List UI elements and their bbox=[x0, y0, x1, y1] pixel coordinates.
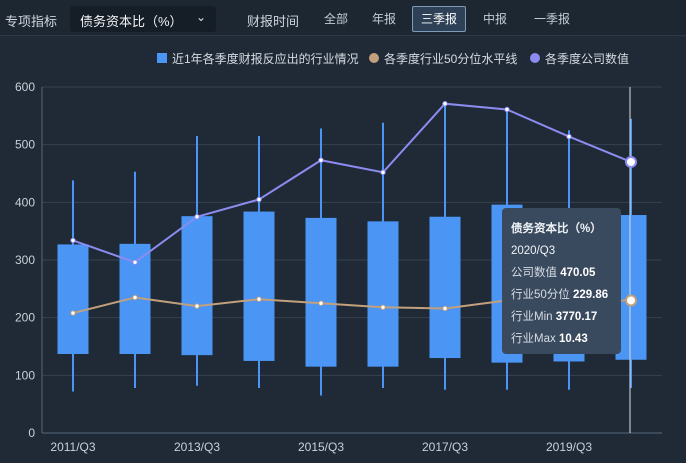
indicator-label: 专项指标 bbox=[5, 14, 58, 29]
tab-all-label: 全部 bbox=[323, 12, 348, 26]
indicator-select-value: 债务资本比（%） bbox=[80, 14, 183, 29]
box bbox=[57, 244, 89, 354]
box bbox=[305, 217, 337, 367]
x-tick-label: 2017/Q3 bbox=[422, 440, 468, 454]
company-line bbox=[72, 102, 632, 264]
box bbox=[429, 216, 461, 359]
tab-q1-label: 一季报 bbox=[533, 12, 570, 26]
tab-q3-label: 三季报 bbox=[420, 12, 457, 26]
company-point bbox=[256, 196, 262, 203]
legend-swatch bbox=[530, 53, 540, 63]
legend-swatch bbox=[369, 53, 379, 63]
tab-all[interactable]: 全部 bbox=[313, 6, 359, 32]
x-tick-label: 2015/Q3 bbox=[298, 440, 344, 454]
y-tick-label: 0 bbox=[28, 426, 35, 440]
company-point bbox=[442, 101, 448, 107]
x-tick-label: 2013/Q3 bbox=[174, 440, 220, 454]
box bbox=[181, 216, 213, 356]
legend-label: 近1年各季度财报反应出的行业情况 bbox=[172, 51, 359, 66]
median-point bbox=[380, 304, 386, 310]
box bbox=[243, 211, 275, 361]
y-tick-label: 500 bbox=[15, 138, 35, 152]
median-point bbox=[625, 294, 637, 307]
company-point bbox=[380, 169, 386, 176]
y-tick-label: 300 bbox=[15, 253, 35, 267]
median-point bbox=[70, 310, 76, 316]
tooltip-row-median: 行业50分位 229.86 bbox=[511, 289, 609, 301]
chevron-down-icon: ⌄ bbox=[195, 10, 206, 24]
company-point bbox=[132, 259, 138, 266]
company-point bbox=[625, 155, 637, 168]
tooltip-row-company: 公司数值 470.05 bbox=[511, 267, 596, 279]
company-point bbox=[194, 214, 200, 220]
company-point bbox=[70, 237, 76, 244]
tooltip-row-min: 行业Min 3770.17 bbox=[511, 311, 598, 323]
company-point bbox=[318, 157, 324, 163]
company-point bbox=[566, 133, 572, 140]
indicator-select[interactable]: 债务资本比（%） ⌄ bbox=[70, 6, 216, 32]
company-point bbox=[504, 106, 510, 113]
x-tick-label: 2019/Q3 bbox=[546, 440, 592, 454]
y-tick-label: 600 bbox=[15, 80, 35, 94]
legend-label: 各季度公司数值 bbox=[545, 51, 629, 66]
tab-q1[interactable]: 一季报 bbox=[526, 6, 578, 32]
median-point bbox=[442, 305, 448, 312]
tab-annual-label: 年报 bbox=[371, 12, 396, 26]
tab-half-year[interactable]: 中报 bbox=[472, 6, 518, 32]
tab-q3[interactable]: 三季报 bbox=[412, 6, 466, 32]
tooltip-row-max: 行业Max 10.43 bbox=[511, 333, 588, 345]
tooltip-title: 债务资本比（%） bbox=[511, 223, 602, 235]
x-tick-label: 2011/Q3 bbox=[50, 440, 95, 454]
tooltip-period: 2020/Q3 bbox=[511, 245, 556, 257]
y-tick-label: 200 bbox=[15, 311, 35, 325]
boxplot-chart: 0 100 200 300 400 500 600 2011/Q3 2013/Q3 2015/Q3… bbox=[15, 51, 662, 454]
tab-half-year-label: 中报 bbox=[482, 12, 507, 26]
period-label: 财报时间 bbox=[247, 14, 300, 29]
toolbar: 专项指标 债务资本比（%） ⌄ 财报时间 全部 年报 三季报 中报 一季报 bbox=[0, 0, 686, 36]
y-tick-label: 400 bbox=[15, 195, 35, 209]
median-point bbox=[256, 296, 262, 302]
median-point bbox=[132, 294, 138, 301]
box bbox=[367, 221, 399, 367]
tab-annual[interactable]: 年报 bbox=[361, 6, 407, 32]
y-tick-label: 100 bbox=[15, 368, 35, 382]
chart-tooltip: 债务资本比（%） 2020/Q3 公司数值 470.05 行业50分位 229.… bbox=[502, 208, 621, 354]
legend-label: 各季度行业50分位水平线 bbox=[384, 51, 517, 66]
median-point bbox=[194, 303, 200, 309]
median-point bbox=[318, 300, 324, 306]
legend-swatch bbox=[157, 53, 167, 63]
